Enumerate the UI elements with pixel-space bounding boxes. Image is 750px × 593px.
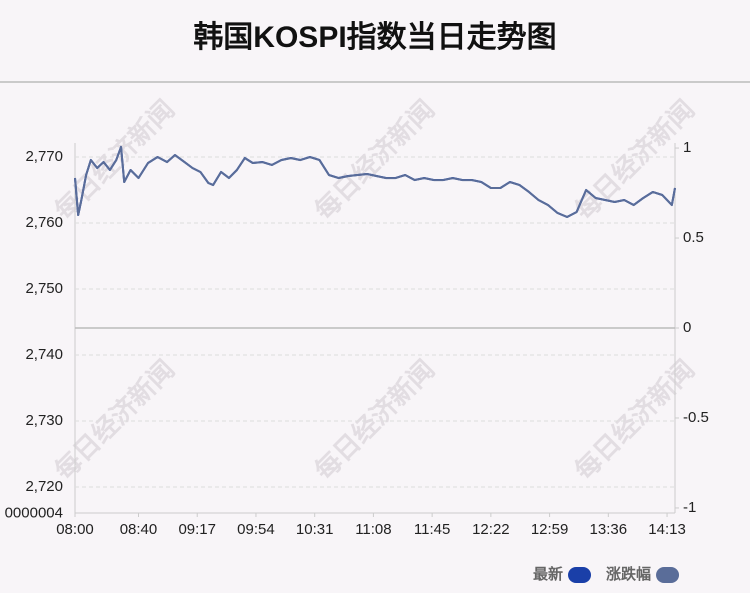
y-tick-label: 2,740 — [25, 346, 63, 363]
y-tick-label: 2,730 — [25, 412, 63, 429]
series-line — [74, 145, 676, 218]
legend-label: 最新 — [533, 565, 563, 583]
y-tick-label: 2,720 — [25, 478, 63, 495]
x-tick-label: 08:40 — [120, 521, 158, 538]
y2-tick-label: 0 — [683, 319, 691, 336]
x-tick-label: 12:59 — [531, 521, 569, 538]
y-tick-label: 0000004 — [5, 504, 63, 521]
x-tick-label: 08:00 — [56, 521, 94, 538]
x-tick-label: 14:13 — [648, 521, 686, 538]
chart-title: 韩国KOSPI指数当日走势图 — [193, 21, 556, 54]
x-tick-label: 12:22 — [472, 521, 510, 538]
y2-tick-label: -0.5 — [683, 409, 709, 426]
y2-tick-label: -1 — [683, 499, 696, 516]
y-tick-label: 2,770 — [25, 148, 63, 165]
y2-tick-label: 1 — [683, 139, 691, 156]
x-tick-label: 09:17 — [178, 521, 216, 538]
legend-label: 涨跌幅 — [606, 565, 651, 583]
x-tick-label: 11:08 — [355, 521, 391, 538]
y2-tick-label: 0.5 — [683, 229, 704, 246]
y-tick-label: 2,750 — [25, 280, 63, 297]
x-tick-label: 13:36 — [590, 521, 628, 538]
x-tick-label: 10:31 — [296, 521, 334, 538]
x-tick-label: 11:45 — [414, 521, 450, 538]
legend-swatch — [568, 567, 592, 583]
y-tick-label: 2,760 — [25, 214, 63, 231]
legend-swatch — [656, 567, 680, 583]
x-tick-label: 09:54 — [237, 521, 275, 538]
